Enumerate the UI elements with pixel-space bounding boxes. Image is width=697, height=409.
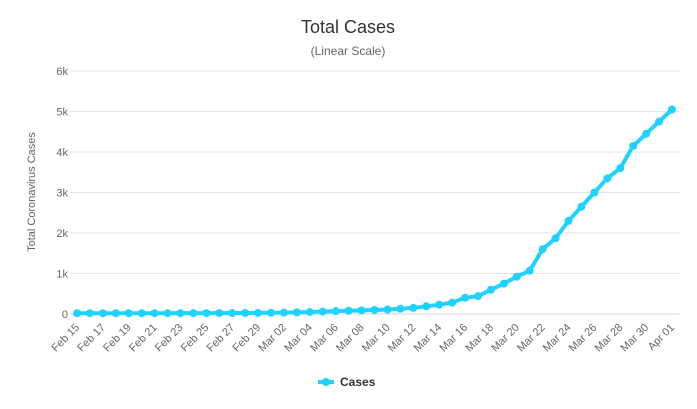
data-point — [176, 309, 185, 318]
x-tick-label: Feb 29 — [231, 322, 264, 355]
data-point — [668, 105, 676, 114]
x-tick-label: Feb 15 — [49, 322, 82, 355]
data-point — [603, 174, 612, 183]
y-tick-label: 5k — [56, 107, 68, 119]
data-point — [267, 308, 276, 317]
data-point — [254, 308, 263, 317]
data-point — [422, 302, 431, 311]
x-tick-label: Mar 20 — [489, 322, 522, 355]
x-tick-label: Mar 02 — [256, 322, 289, 355]
y-tick-label: 1k — [56, 269, 68, 281]
data-point — [318, 307, 327, 316]
data-point — [163, 309, 172, 318]
data-point — [499, 279, 508, 288]
y-axis-label: Total Coronavirus Cases — [26, 132, 38, 252]
chart-title: Total Cases — [301, 17, 395, 37]
legend-marker — [322, 378, 330, 386]
data-point — [448, 298, 457, 307]
x-tick-label: Apr 01 — [646, 322, 677, 353]
series-line — [77, 108, 674, 316]
data-point — [577, 202, 586, 211]
x-tick-label: Mar 24 — [541, 322, 574, 355]
data-point — [150, 309, 159, 318]
data-point — [655, 117, 664, 126]
x-tick-label: Feb 17 — [75, 322, 108, 355]
data-point — [409, 303, 418, 312]
data-point — [629, 141, 638, 150]
x-tick-label: Mar 06 — [308, 322, 341, 355]
data-point — [551, 234, 560, 243]
x-tick-label: Feb 21 — [127, 322, 160, 355]
data-point — [564, 216, 573, 225]
data-point — [189, 309, 198, 318]
data-point — [538, 245, 547, 254]
y-tick-label: 4k — [56, 147, 68, 159]
x-tick-label: Mar 14 — [412, 322, 445, 355]
data-point — [292, 308, 301, 317]
data-point — [370, 305, 379, 314]
y-tick-label: 6k — [56, 66, 68, 78]
x-tick-label: Feb 27 — [205, 322, 238, 355]
y-tick-label: 0 — [62, 309, 68, 321]
x-tick-label: Feb 23 — [153, 322, 186, 355]
data-point — [228, 309, 237, 318]
x-tick-label: Feb 19 — [101, 322, 134, 355]
data-point — [512, 272, 521, 281]
x-tick-label: Mar 18 — [463, 322, 496, 355]
data-point — [357, 306, 366, 315]
data-point — [590, 188, 599, 197]
x-tick-label: Mar 10 — [360, 322, 393, 355]
data-point — [396, 304, 405, 313]
data-point — [73, 309, 81, 318]
x-tick-label: Mar 16 — [437, 322, 470, 355]
data-point — [331, 307, 340, 316]
x-tick-label: Mar 26 — [567, 322, 600, 355]
y-tick-label: 3k — [56, 188, 68, 200]
legend-label: Cases — [340, 375, 376, 389]
x-tick-label: Mar 04 — [282, 322, 315, 355]
data-point — [85, 309, 94, 318]
data-point — [305, 307, 314, 316]
data-point — [486, 285, 495, 294]
data-point — [111, 309, 120, 318]
data-point — [124, 309, 133, 318]
data-point — [98, 309, 107, 318]
x-tick-label: Mar 08 — [334, 322, 367, 355]
chart-subtitle: (Linear Scale) — [311, 44, 386, 58]
data-point — [279, 308, 288, 317]
data-point — [241, 308, 250, 317]
x-tick-label: Mar 22 — [515, 322, 548, 355]
x-tick-label: Mar 28 — [593, 322, 626, 355]
x-tick-label: Mar 12 — [386, 322, 419, 355]
data-point — [383, 305, 392, 314]
data-point — [473, 292, 482, 301]
data-point — [215, 309, 224, 318]
x-tick-label: Feb 25 — [179, 322, 212, 355]
x-tick-label: Mar 30 — [619, 322, 652, 355]
data-point — [435, 300, 444, 309]
data-point — [137, 309, 146, 318]
y-tick-label: 2k — [56, 228, 68, 240]
data-point — [642, 129, 651, 138]
data-point — [202, 309, 211, 318]
data-point — [461, 293, 470, 302]
data-point — [525, 266, 534, 275]
data-point — [616, 164, 625, 173]
data-point — [344, 306, 353, 315]
